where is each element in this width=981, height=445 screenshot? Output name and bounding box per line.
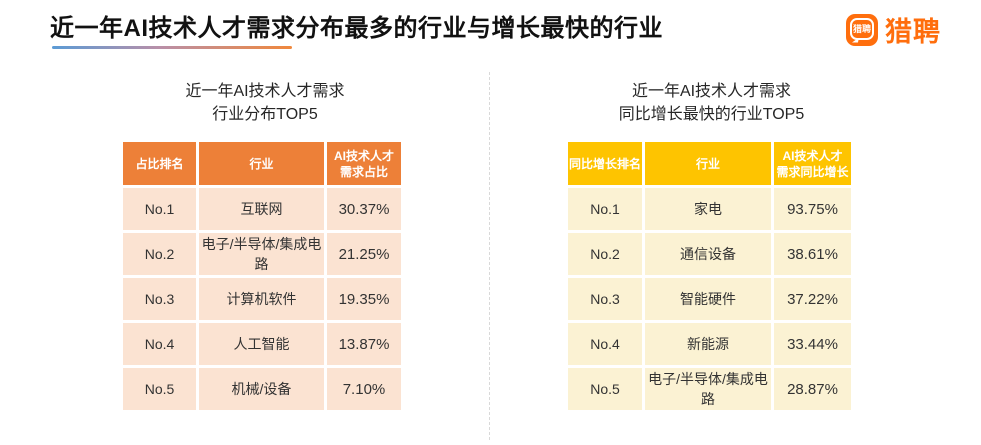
- rank-cell: No.5: [568, 368, 642, 411]
- page-title: 近一年AI技术人才需求分布最多的行业与增长最快的行业: [50, 15, 663, 42]
- value-cell: 13.87%: [327, 323, 401, 366]
- value-cell: 33.44%: [774, 323, 851, 366]
- left-header-value: AI技术人才 需求占比: [327, 142, 401, 186]
- left-table: 占比排名 行业 AI技术人才 需求占比 No.1 互联网 30.37% No.2…: [123, 142, 407, 411]
- left-panel-title-line1: 近一年AI技术人才需求: [185, 83, 345, 100]
- value-cell: 28.87%: [774, 368, 851, 411]
- rank-cell: No.3: [123, 278, 196, 321]
- rank-cell: No.1: [123, 188, 196, 231]
- liepin-logo-icon: 猎聘: [846, 13, 878, 46]
- right-panel: 近一年AI技术人才需求 同比增长最快的行业TOP5 同比增长排名 行业 AI技术…: [568, 80, 855, 411]
- industry-cell: 机械/设备: [199, 368, 324, 411]
- left-panel: 近一年AI技术人才需求 行业分布TOP5 占比排名 行业 AI技术人才 需求占比…: [123, 80, 407, 411]
- value-cell: 19.35%: [327, 278, 401, 321]
- logo-brand-text: 猎聘: [885, 17, 941, 47]
- right-panel-title-line2: 同比增长最快的行业TOP5: [618, 106, 805, 124]
- value-cell: 37.22%: [774, 278, 851, 321]
- industry-cell: 家电: [645, 188, 771, 231]
- left-header-industry: 行业: [199, 142, 324, 186]
- industry-cell: 智能硬件: [645, 278, 771, 321]
- logo-bubble-text: 猎聘: [850, 17, 874, 40]
- right-table: 同比增长排名 行业 AI技术人才 需求同比增长 No.1 家电 93.75% N…: [568, 142, 855, 411]
- rank-cell: No.1: [568, 188, 642, 231]
- title-underline: [52, 46, 292, 49]
- left-panel-title-line2: 行业分布TOP5: [212, 106, 318, 124]
- right-panel-title: 近一年AI技术人才需求 同比增长最快的行业TOP5: [568, 80, 855, 126]
- liepin-logo: 猎聘 猎聘: [846, 10, 941, 49]
- left-panel-title: 近一年AI技术人才需求 行业分布TOP5: [123, 80, 407, 126]
- value-cell: 30.37%: [327, 188, 401, 231]
- rank-cell: No.4: [568, 323, 642, 366]
- left-header-rank: 占比排名: [123, 142, 196, 186]
- rank-cell: No.2: [123, 233, 196, 276]
- industry-cell: 通信设备: [645, 233, 771, 276]
- right-header-value: AI技术人才 需求同比增长: [774, 142, 851, 186]
- rank-cell: No.4: [123, 323, 196, 366]
- industry-cell: 互联网: [199, 188, 324, 231]
- rank-cell: No.5: [123, 368, 196, 411]
- industry-cell: 人工智能: [199, 323, 324, 366]
- industry-cell: 计算机软件: [199, 278, 324, 321]
- rank-cell: No.3: [568, 278, 642, 321]
- rank-cell: No.2: [568, 233, 642, 276]
- value-cell: 93.75%: [774, 188, 851, 231]
- value-cell: 21.25%: [327, 233, 401, 276]
- industry-cell: 新能源: [645, 323, 771, 366]
- right-header-rank: 同比增长排名: [568, 142, 642, 186]
- right-panel-title-line1: 近一年AI技术人才需求: [631, 83, 792, 100]
- industry-cell: 电子/半导体/集成电路: [199, 233, 324, 276]
- value-cell: 38.61%: [774, 233, 851, 276]
- panel-divider: [489, 72, 490, 440]
- industry-cell: 电子/半导体/集成电路: [645, 368, 771, 411]
- right-header-industry: 行业: [645, 142, 771, 186]
- value-cell: 7.10%: [327, 368, 401, 411]
